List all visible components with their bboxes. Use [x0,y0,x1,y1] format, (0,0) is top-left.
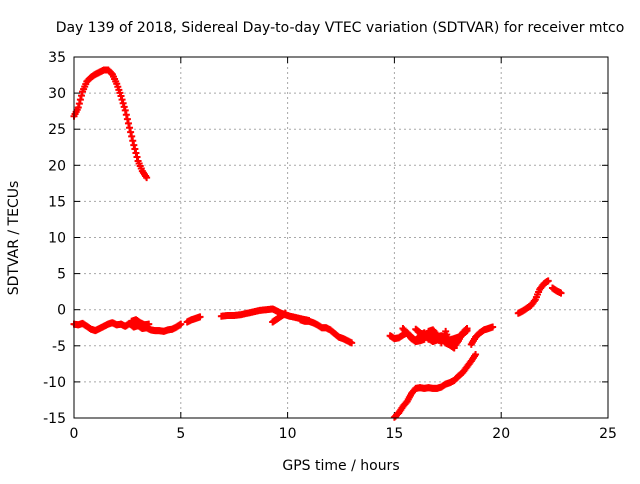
y-axis-label: SDTVAR / TECUs [6,181,22,296]
data-point [124,119,132,127]
data-point [122,111,130,119]
data-point [133,153,141,161]
data-point [129,137,137,145]
series-arc-3 [128,316,153,329]
data-point [117,92,125,100]
x-tick-label: 0 [70,426,79,442]
data-point [120,103,128,111]
x-tick-label: 15 [385,426,403,442]
y-tick-label: 35 [48,50,66,66]
series-arc-1 [70,66,151,182]
series-arc-2 [70,319,185,335]
data-point [450,344,458,352]
data-point [128,132,136,140]
data-point [75,100,83,108]
data-point [118,96,126,104]
data-point [557,289,565,297]
series-arc-6 [269,309,289,326]
series-arc-7 [296,316,356,347]
y-tick-label: 20 [48,158,66,174]
data-point [143,174,151,182]
axis-ticks: 0 5 10 15 20 25 -15 -10 -5 0 5 10 15 20 25 30 35 [43,50,617,442]
y-tick-label: -5 [52,339,66,355]
series-arc-4 [183,313,204,326]
x-tick-label: 20 [492,426,510,442]
y-tick-label: 15 [48,194,66,210]
gridlines [74,57,608,418]
data-point [463,324,471,332]
data-point [123,115,131,123]
data-point [74,104,82,112]
data-point [126,124,134,132]
chart-title: Day 139 of 2018, Sidereal Day-to-day VTE… [56,20,625,36]
data-point [145,320,153,328]
series-arc-5 [217,305,313,325]
data-point [177,320,185,328]
data-point [196,313,204,321]
x-tick-label: 25 [599,426,617,442]
data-markers [70,66,565,421]
data-point [130,141,138,149]
series-arc-13 [514,277,552,317]
series-arc-10 [412,325,458,352]
data-point [348,339,356,347]
data-point [131,145,139,153]
data-point [119,99,127,107]
y-tick-label: -10 [43,375,66,391]
plot-area-frame [73,56,609,419]
y-tick-label: 10 [48,231,66,247]
y-tick-label: 30 [48,86,66,102]
data-point [77,92,85,100]
data-point [76,96,84,104]
data-point [462,326,470,334]
data-point [544,277,552,285]
data-point [127,128,135,136]
series-arc-11 [390,350,480,421]
y-tick-label: 5 [57,267,66,283]
data-point [281,309,289,317]
data-point [121,106,129,114]
series-arc-14 [548,284,565,297]
series-arc-12 [467,323,497,348]
x-tick-label: 10 [279,426,297,442]
y-tick-label: 0 [57,303,66,319]
x-tick-label: 5 [176,426,185,442]
y-tick-label: 25 [48,122,66,138]
data-point [489,323,497,331]
x-axis-label: GPS time / hours [282,458,399,474]
y-tick-label: -15 [43,411,66,427]
data-point [132,149,140,157]
data-point [472,350,480,358]
